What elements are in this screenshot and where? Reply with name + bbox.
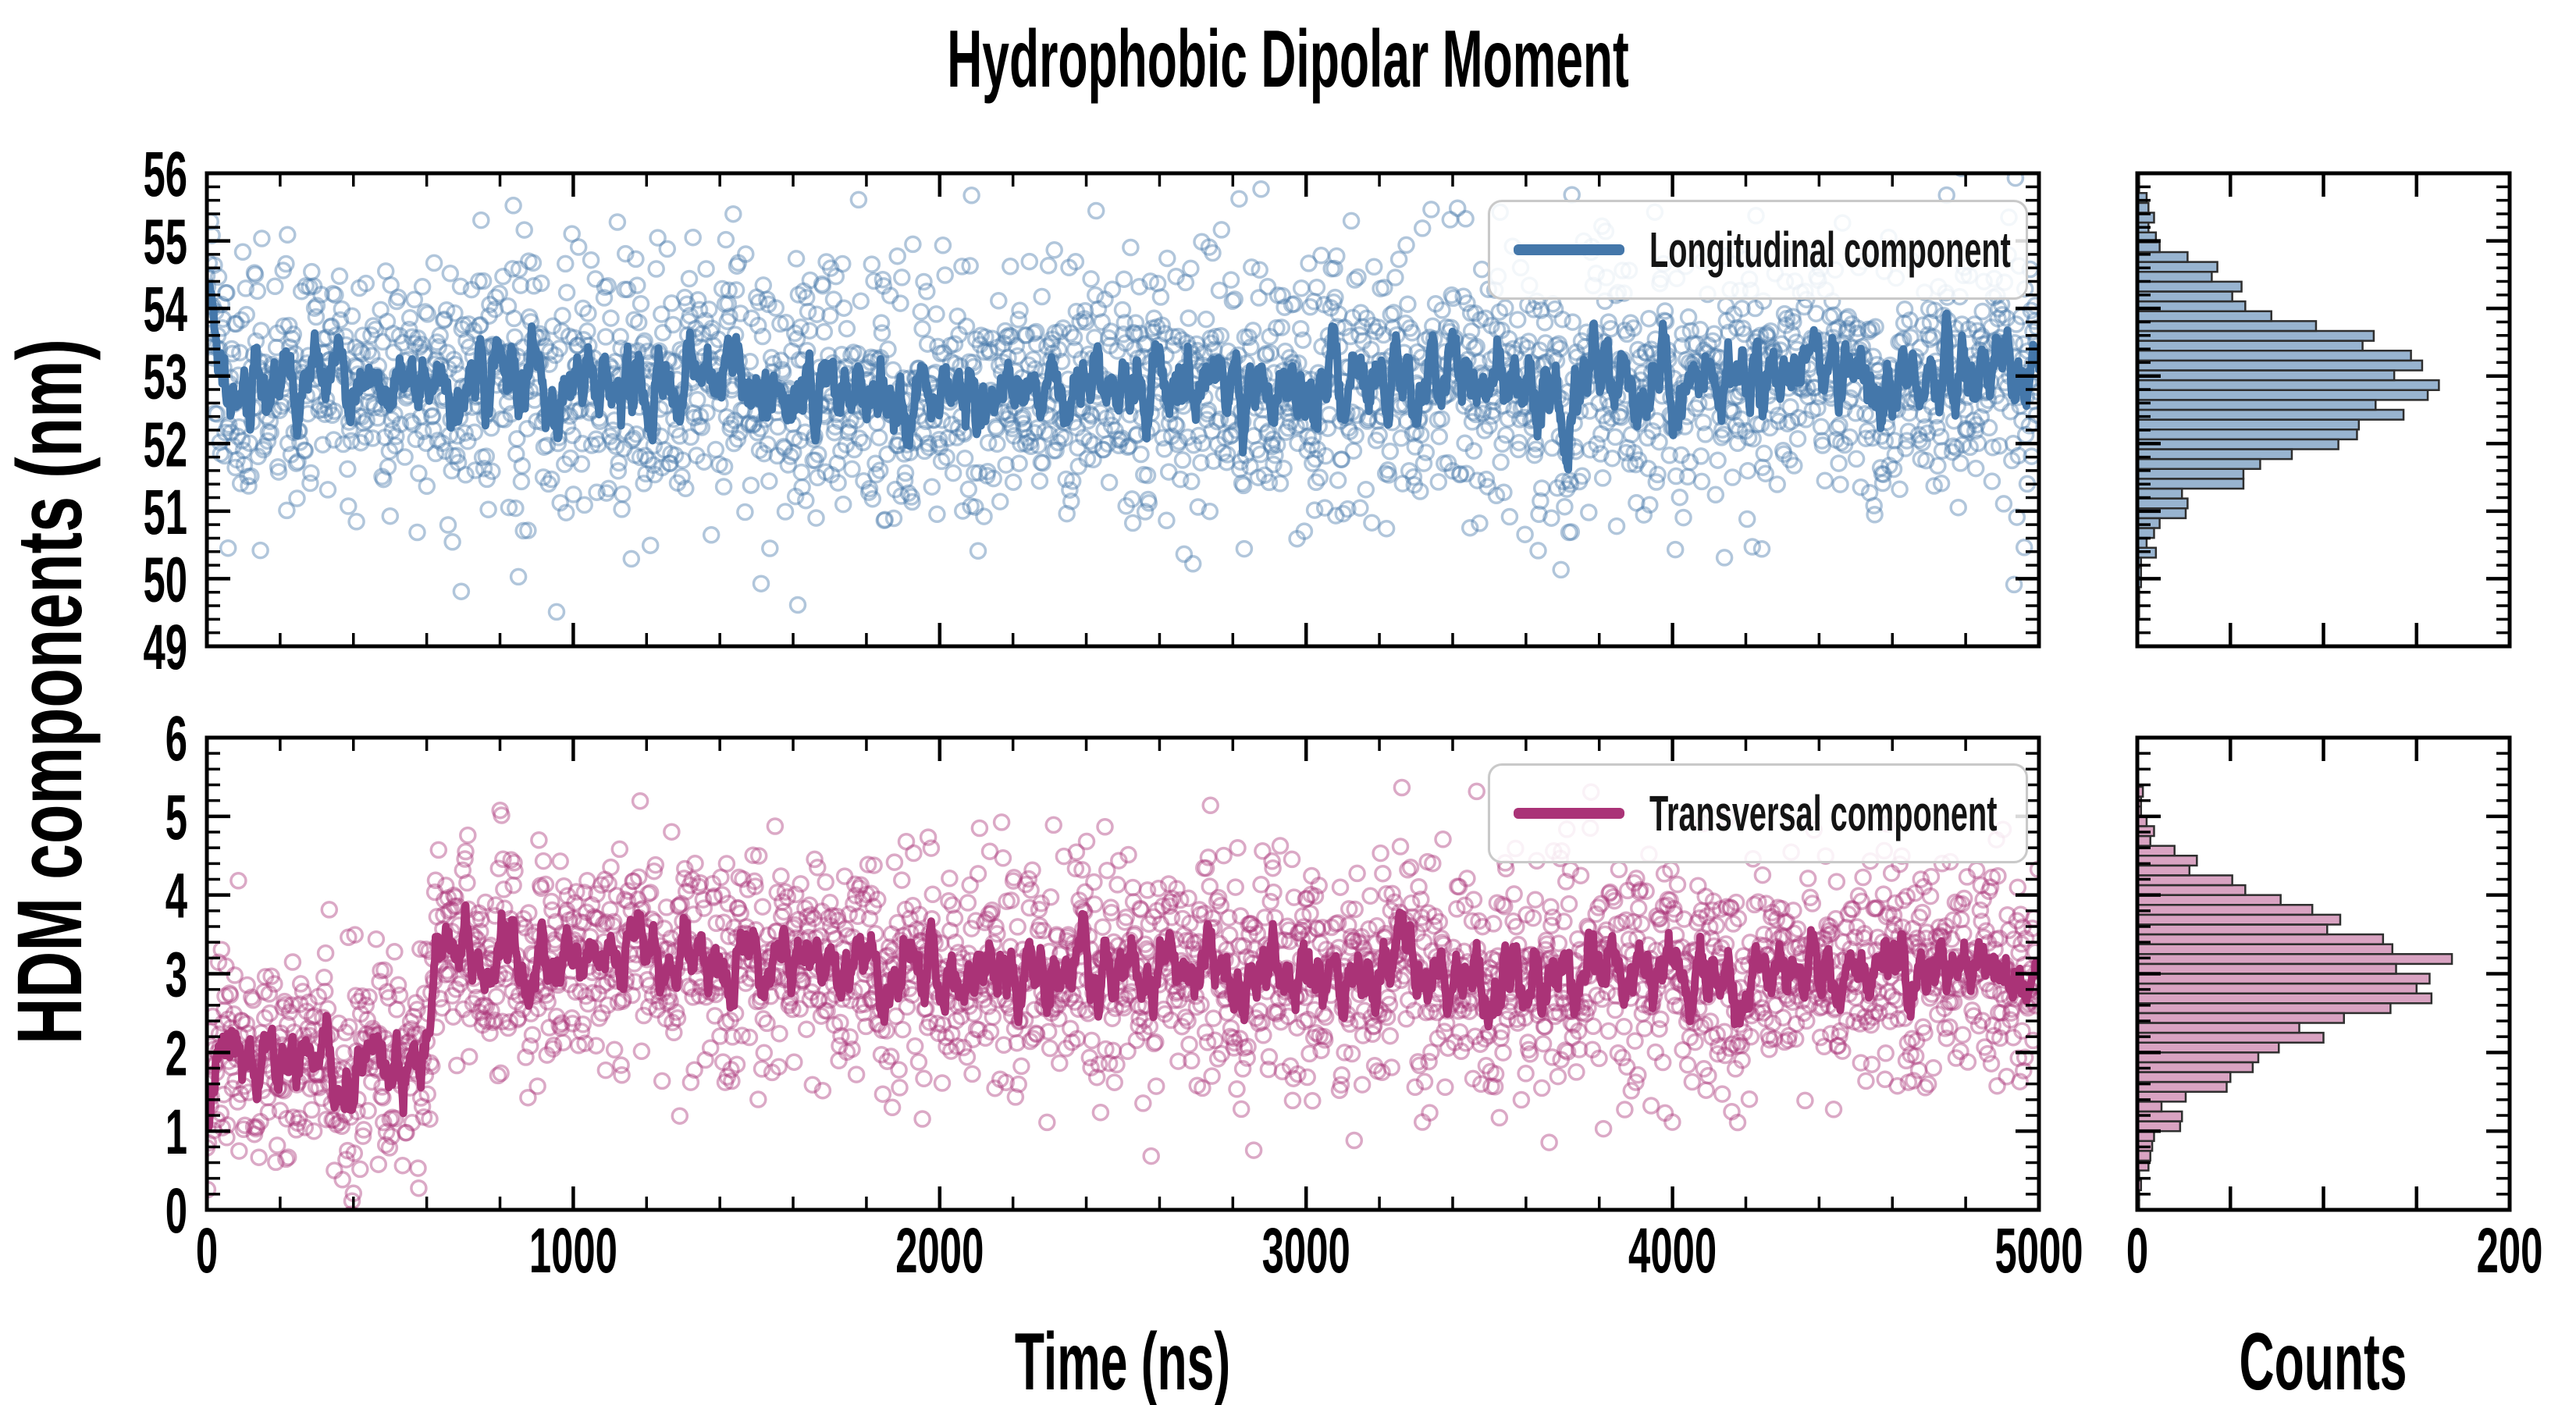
ytick-label-top: 53 bbox=[143, 341, 187, 412]
longitudinal-line bbox=[207, 279, 2039, 474]
hist-bar bbox=[2136, 992, 2433, 1005]
histogram-longitudinal bbox=[2136, 172, 2440, 618]
hist-bar bbox=[2136, 241, 2161, 254]
histogram-transversal bbox=[2136, 785, 2453, 1211]
ytick-label-bottom: 2 bbox=[165, 1018, 187, 1089]
hist-bar bbox=[2136, 904, 2314, 916]
hist-bar bbox=[2136, 923, 2329, 936]
hist-bar bbox=[2136, 359, 2424, 372]
hist-bar bbox=[2136, 962, 2397, 975]
hist-bar bbox=[2136, 1150, 2151, 1162]
legend-label-longitudinal: Longitudinal component bbox=[1649, 222, 2011, 278]
counts-axis-label: Counts bbox=[2239, 1317, 2407, 1405]
xtick-label-time: 0 bbox=[196, 1215, 218, 1286]
ytick-label-bottom: 6 bbox=[165, 703, 187, 774]
legend-transversal: Transversal component bbox=[1488, 763, 2028, 863]
chart-title: Hydrophobic Dipolar Moment bbox=[947, 14, 1629, 105]
ytick-label-top: 54 bbox=[143, 274, 187, 345]
hist-bar bbox=[2136, 913, 2342, 926]
bottom-panel-frame bbox=[205, 735, 2041, 1212]
xtick-label-counts: 0 bbox=[2126, 1215, 2148, 1286]
hist-bar bbox=[2136, 408, 2405, 421]
y-axis-label: HDM components (nm) bbox=[0, 339, 101, 1044]
hist-bar bbox=[2136, 310, 2272, 322]
ytick-label-top: 50 bbox=[143, 544, 187, 615]
hist-bar bbox=[2136, 399, 2377, 411]
hist-bar bbox=[2136, 329, 2375, 342]
transversal-line bbox=[207, 901, 2039, 1131]
hist-bar bbox=[2136, 429, 2358, 441]
hist-bar bbox=[2136, 340, 2364, 352]
hist-bar bbox=[2136, 369, 2396, 382]
hist-bar bbox=[2136, 320, 2318, 333]
bottom-hist-frame bbox=[2135, 735, 2512, 1212]
hist-bar bbox=[2136, 973, 2431, 985]
top-hist-frame bbox=[2135, 171, 2512, 649]
xtick-label-time: 4000 bbox=[1628, 1215, 1717, 1286]
hist-bar bbox=[2136, 438, 2339, 450]
xtick-label-time: 2000 bbox=[895, 1215, 984, 1286]
hist-bar bbox=[2136, 1101, 2163, 1113]
hist-bar bbox=[2136, 457, 2261, 470]
hist-bar bbox=[2136, 834, 2151, 847]
hist-bar bbox=[2136, 448, 2293, 461]
xtick-label-time: 3000 bbox=[1262, 1215, 1350, 1286]
hist-bar bbox=[2136, 1002, 2392, 1015]
hist-bar bbox=[2136, 1071, 2232, 1083]
hist-bar bbox=[2136, 389, 2429, 401]
x-axis-label: Time (ns) bbox=[1014, 1317, 1231, 1405]
legend-label-transversal: Transversal component bbox=[1649, 785, 1998, 841]
hist-bar bbox=[2136, 1080, 2228, 1094]
ytick-label-top: 56 bbox=[143, 139, 187, 210]
legend-longitudinal: Longitudinal component bbox=[1488, 200, 2028, 300]
ytick-label-top: 49 bbox=[143, 612, 187, 683]
hist-bar bbox=[2136, 953, 2453, 966]
ytick-label-bottom: 1 bbox=[165, 1097, 187, 1168]
hist-bar bbox=[2136, 290, 2233, 303]
hist-bar bbox=[2136, 1031, 2325, 1044]
legend-swatch-transversal bbox=[1514, 808, 1624, 819]
hist-bar bbox=[2136, 280, 2243, 293]
hist-bar bbox=[2136, 418, 2361, 431]
hist-bar bbox=[2136, 527, 2155, 539]
hist-bar bbox=[2136, 379, 2440, 391]
hist-bar bbox=[2136, 943, 2393, 955]
xtick-label-time: 5000 bbox=[1994, 1215, 2083, 1286]
hist-bar bbox=[2136, 468, 2245, 480]
hist-bar bbox=[2136, 497, 2189, 510]
hist-bar bbox=[2136, 874, 2233, 887]
hist-bar bbox=[2136, 350, 2412, 362]
hist-bar bbox=[2136, 517, 2161, 529]
hist-bar bbox=[2136, 478, 2245, 490]
ytick-label-bottom: 3 bbox=[165, 939, 187, 1010]
hist-bar bbox=[2136, 1012, 2345, 1024]
ytick-label-bottom: 0 bbox=[165, 1176, 187, 1247]
ytick-label-bottom: 4 bbox=[165, 860, 187, 931]
xtick-label-time: 1000 bbox=[529, 1215, 617, 1286]
hist-bar bbox=[2136, 933, 2385, 945]
hist-bar bbox=[2136, 864, 2191, 877]
ytick-label-bottom: 5 bbox=[165, 782, 187, 853]
top-panel-frame bbox=[205, 171, 2041, 649]
hist-bar bbox=[2136, 1022, 2300, 1034]
xtick-label-counts: 200 bbox=[2477, 1215, 2543, 1286]
hist-bar bbox=[2136, 982, 2418, 994]
ytick-label-top: 55 bbox=[143, 206, 187, 277]
ytick-label-top: 52 bbox=[143, 409, 187, 480]
ytick-label-top: 51 bbox=[143, 477, 187, 548]
legend-swatch-longitudinal bbox=[1514, 244, 1624, 255]
hist-bar bbox=[2136, 1061, 2254, 1073]
